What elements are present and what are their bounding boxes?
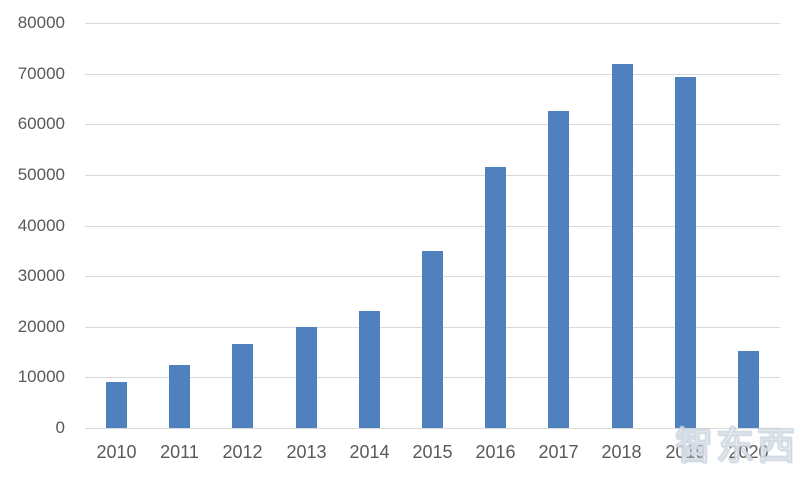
y-axis-tick-label: 70000 <box>17 64 65 83</box>
x-axis-category-label: 2010 <box>96 442 137 462</box>
bar-2020 <box>738 351 759 428</box>
x-axis-category-label: 2020 <box>728 442 769 462</box>
bar-2014 <box>359 311 380 428</box>
y-axis-tick-label: 20000 <box>17 317 65 336</box>
bar-2018 <box>612 64 633 428</box>
gridline <box>85 226 780 227</box>
y-axis-tick-label: 60000 <box>17 114 65 133</box>
gridline <box>85 74 780 75</box>
bar-2012 <box>232 344 253 428</box>
bar-2015 <box>422 251 443 428</box>
gridline <box>85 124 780 125</box>
x-axis-category-label: 2018 <box>601 442 642 462</box>
x-axis-category-label: 2013 <box>286 442 327 462</box>
x-axis-category-label: 2011 <box>160 442 199 462</box>
gridline <box>85 175 780 176</box>
gridline <box>85 23 780 24</box>
y-axis-tick-label: 80000 <box>17 13 65 32</box>
bar-2010 <box>106 382 127 428</box>
x-axis-category-label: 2015 <box>412 442 453 462</box>
bar-2011 <box>169 365 190 428</box>
x-axis-category-label: 2019 <box>665 442 706 462</box>
y-axis-tick-label: 40000 <box>17 216 65 235</box>
bar-2016 <box>485 167 506 428</box>
y-axis-tick-label: 10000 <box>17 367 65 386</box>
y-axis-tick-label: 0 <box>55 418 65 437</box>
x-axis-category-label: 2014 <box>349 442 390 462</box>
bar-2017 <box>548 111 569 428</box>
bar-2019 <box>675 77 696 428</box>
x-axis-category-label: 2012 <box>222 442 263 462</box>
y-axis-tick-label: 30000 <box>17 266 65 285</box>
bar-2013 <box>296 327 317 428</box>
x-axis-category-label: 2016 <box>475 442 516 462</box>
y-axis-tick-label: 50000 <box>17 165 65 184</box>
x-axis-category-label: 2017 <box>538 442 579 462</box>
gridline <box>85 428 780 429</box>
